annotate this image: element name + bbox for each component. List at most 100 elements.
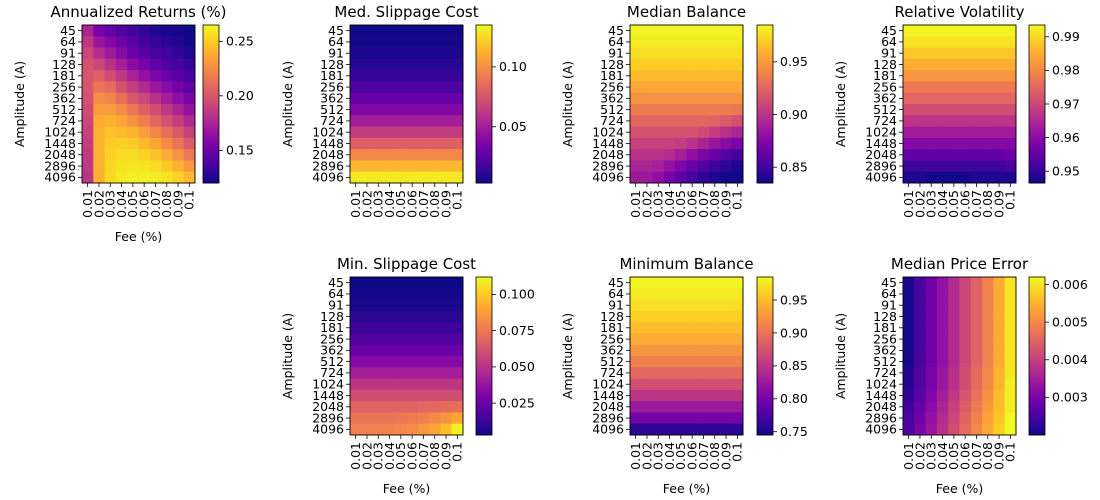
heatmap-cell (903, 160, 915, 173)
colorbar-segment (1029, 328, 1045, 331)
heatmap-cell (948, 344, 960, 357)
heatmap-cell (93, 25, 105, 37)
heatmap-cell (350, 160, 362, 173)
colorbar-segment (476, 318, 492, 321)
heatmap-cell (361, 299, 373, 312)
colorbar-frame (475, 24, 493, 184)
heatmap-cell (720, 160, 733, 173)
heatmap-cell (149, 92, 162, 105)
heatmap-cell (936, 171, 949, 184)
heatmap-cell (417, 137, 430, 150)
plot-frame (902, 24, 1017, 184)
heatmap-cell (395, 104, 407, 116)
heatmap-cell (93, 47, 105, 60)
colorbar-segment (757, 359, 773, 363)
heatmap-cell (383, 171, 396, 184)
colorbar-segment (476, 111, 492, 115)
heatmap-cell (959, 104, 972, 116)
heatmap-cell (161, 171, 173, 184)
heatmap-cell (675, 356, 687, 368)
x-tick-label: 0.1 (1003, 442, 1018, 462)
y-tick-label: 256 (320, 79, 344, 94)
heatmap-cell (149, 81, 162, 94)
heatmap-cell (440, 92, 453, 105)
heatmap-cell (993, 47, 1006, 60)
heatmap-cell (709, 299, 721, 312)
heatmap-cell (697, 367, 710, 379)
heatmap-cell (914, 92, 926, 105)
heatmap-cell (652, 81, 665, 94)
colorbar-segment (757, 44, 773, 48)
y-tick-label: 2048 (592, 399, 624, 414)
colorbar-segment (1029, 290, 1045, 294)
heatmap-cell (82, 47, 94, 60)
colorbar-segment (757, 419, 773, 422)
heatmap-cell (451, 423, 464, 436)
heatmap-cell (936, 333, 949, 346)
x-tick-label: 0.08 (427, 442, 442, 470)
colorbar-segment (476, 342, 492, 345)
heatmap-cell (686, 25, 699, 37)
heatmap-cell (970, 322, 983, 334)
colorbar-segment (1029, 407, 1045, 410)
heatmap-cell (697, 356, 710, 368)
y-tick-label: 724 (873, 113, 897, 128)
heatmap-cell (914, 36, 926, 48)
heatmap-cell (731, 70, 744, 82)
heatmap-cell (925, 137, 938, 150)
colorbar-segment (1029, 34, 1045, 38)
colorbar-segment (1029, 314, 1045, 317)
colorbar-segment (757, 34, 773, 38)
heatmap-cell (675, 70, 687, 82)
heatmap-cell (970, 115, 983, 127)
heatmap-cell (138, 81, 151, 94)
heatmap-cell (104, 81, 117, 94)
y-tick-label: 4096 (592, 170, 624, 185)
y-tick-label: 1448 (592, 136, 624, 151)
colorbar-segment (476, 322, 492, 325)
colorbar-segment (757, 397, 773, 400)
heatmap-cell (652, 277, 665, 289)
heatmap-cell (697, 126, 710, 139)
colorbar-segment (1029, 385, 1045, 389)
heatmap-cell (720, 81, 733, 94)
heatmap-cell (686, 277, 699, 289)
colorbar-segment (757, 98, 773, 101)
heatmap-cell (936, 36, 949, 48)
heatmap-cell (925, 81, 938, 94)
colorbar-segment (476, 361, 492, 365)
heatmap-cell (663, 149, 676, 161)
heatmap-cell (925, 344, 938, 357)
colorbar-segment (757, 129, 773, 133)
heatmap-cell (372, 389, 385, 402)
heatmap-cell (925, 70, 938, 82)
heatmap-cell (406, 171, 419, 184)
x-tick-label: 0.09 (718, 190, 733, 218)
x-tick-label: 0.08 (427, 190, 442, 218)
colorbar-tick-label: 0.25 (226, 34, 254, 49)
colorbar-segment (1029, 423, 1045, 426)
colorbar-segment (476, 167, 492, 170)
colorbar-segment (1029, 413, 1045, 416)
heatmap-cell (149, 104, 162, 116)
heatmap-cell (417, 92, 430, 105)
x-tick-label: 0.02 (359, 442, 374, 470)
heatmap-cell (936, 378, 949, 391)
colorbar-segment (476, 133, 492, 137)
colorbar-segment (757, 96, 773, 99)
heatmap-cell (417, 389, 430, 402)
heatmap-panel-4: Relative Volatility456491128181256362512… (833, 3, 1080, 218)
colorbar-segment (476, 58, 492, 61)
heatmap-cell (982, 137, 994, 150)
colorbar-segment (1029, 298, 1045, 302)
heatmap-cell (350, 115, 362, 127)
x-tick-label: 0.02 (912, 442, 927, 470)
heatmap-cell (641, 356, 653, 368)
x-tick-label: 0.05 (393, 442, 408, 470)
colorbar-tick-label: 0.75 (780, 424, 808, 439)
x-tick-label: 0.01 (901, 190, 916, 218)
heatmap-cell (1004, 47, 1017, 60)
y-tick-label: 181 (52, 68, 76, 83)
colorbar-segment (757, 294, 773, 298)
heatmap-cell (82, 92, 94, 105)
